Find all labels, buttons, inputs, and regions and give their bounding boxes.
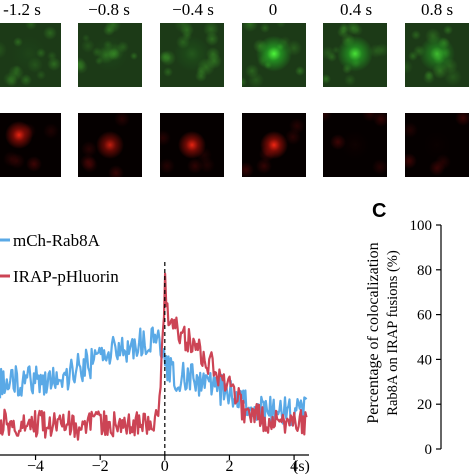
time-label: 0.4 s	[339, 0, 373, 19]
x-tick-label: 2	[225, 458, 233, 474]
legend-label: IRAP-pHluorin	[13, 267, 119, 286]
x-tick-label: 0	[161, 458, 169, 474]
panel-c-tick-label: 20	[417, 397, 432, 413]
panel-c-axis: C Percentage of colocalization Rab8A on …	[365, 200, 442, 458]
legend: mCh-Rab8A IRAP-pHluorin	[0, 231, 119, 286]
panel-c-tick-label: 100	[410, 218, 433, 234]
panel-c-tick-layer: 0 20 40 60 80 100	[410, 218, 441, 458]
panel-c-tick-label: 60	[417, 308, 432, 324]
panel-c-letter: C	[372, 200, 386, 222]
red-channel-tile	[405, 113, 469, 177]
panel-b-line-chart: −4 −2 0 2 4(s) mCh-Rab8A IRAP-pHluorin	[0, 231, 310, 474]
series-line-rab8a	[0, 326, 308, 427]
green-channel-tile	[78, 23, 142, 87]
time-label: −0.8 s	[88, 0, 130, 19]
panel-c-tick-label: 80	[417, 263, 432, 279]
red-channel-tile	[323, 113, 387, 177]
red-channel-tile	[0, 113, 61, 177]
x-tick-layer: −4 −2 0 2 4(s)	[27, 455, 310, 474]
red-channel-tile	[160, 113, 224, 177]
time-label: 0	[268, 0, 278, 19]
time-label: 0.8 s	[420, 0, 454, 19]
green-channel-tile	[160, 23, 224, 87]
legend-label: mCh-Rab8A	[13, 231, 101, 250]
x-tick-label: 4	[290, 458, 298, 474]
series-line-irap	[0, 272, 308, 441]
panel-c-tick-label: 40	[417, 352, 432, 368]
panel-c-tick-label: 0	[425, 442, 433, 458]
green-channel-tile	[242, 23, 306, 87]
red-channel-tile	[242, 113, 306, 177]
series-layer	[0, 272, 308, 441]
x-axis-unit: (s)	[293, 458, 310, 474]
green-channel-tile	[405, 23, 469, 87]
panel-c-ylabel-line2: Rab8A on IRAP fusions (%)	[385, 250, 401, 416]
red-channel-tile	[78, 113, 142, 177]
x-tick-label: −4	[27, 458, 44, 474]
green-channel-tile	[0, 23, 61, 87]
green-channel-tile	[323, 23, 387, 87]
time-label: -1.2 s	[3, 0, 41, 19]
time-label: −0.4 s	[172, 0, 214, 19]
x-tick-label: −2	[92, 458, 109, 474]
panel-c-ylabel-line1: Percentage of colocalization	[365, 242, 382, 423]
